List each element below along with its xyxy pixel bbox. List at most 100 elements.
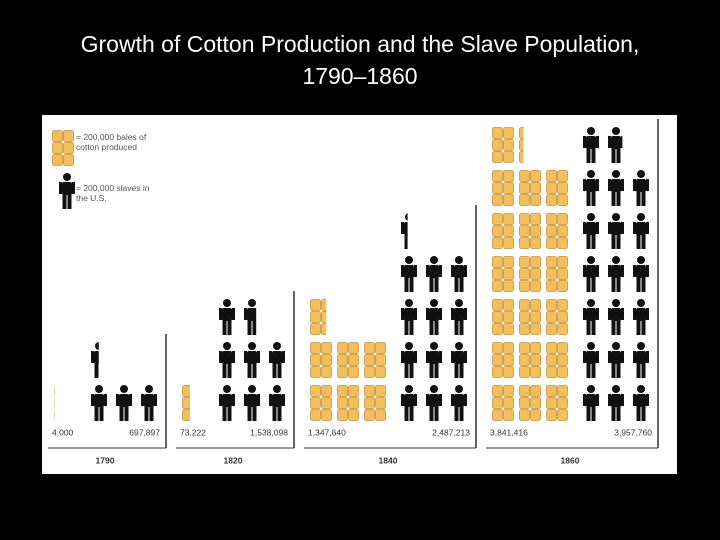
bale-icon	[492, 213, 514, 249]
person-icon	[583, 385, 599, 421]
person-stack	[91, 342, 157, 421]
legend-label: = 200,000 slaves in the U.S.	[76, 183, 150, 203]
bale-icon	[310, 299, 327, 335]
bale-icon	[364, 385, 386, 421]
bale-icon	[519, 385, 541, 421]
person-icon	[633, 299, 649, 335]
value-label: 1,538,098	[250, 427, 288, 437]
person-icon	[608, 299, 624, 335]
person-icon	[583, 299, 599, 335]
person-icon	[451, 342, 467, 378]
bale-icon	[310, 342, 332, 378]
person-icon	[608, 127, 623, 163]
person-icon	[401, 256, 417, 292]
value-label: 2,487,213	[432, 427, 470, 437]
person-icon	[244, 299, 257, 335]
bale-icon	[519, 170, 541, 206]
value-label: 3,841,416	[490, 427, 528, 437]
bale-icon	[364, 342, 386, 378]
bale-stack	[182, 385, 191, 421]
person-icon	[633, 256, 649, 292]
x-tick-label: 1790	[96, 455, 115, 465]
bale-icon	[519, 256, 541, 292]
bale-icon	[519, 299, 541, 335]
person-icon	[633, 170, 649, 206]
person-icon	[633, 342, 649, 378]
person-stack	[401, 213, 467, 421]
person-icon	[608, 385, 624, 421]
person-icon	[219, 299, 235, 335]
person-icon	[451, 256, 467, 292]
person-icon	[583, 342, 599, 378]
person-icon	[401, 213, 408, 249]
bale-icon	[337, 342, 359, 378]
bale-icon	[519, 127, 524, 163]
person-stack	[219, 299, 285, 421]
person-icon	[633, 213, 649, 249]
bale-icon	[52, 130, 74, 166]
bale-icon	[492, 299, 514, 335]
bale-icon	[310, 385, 332, 421]
x-tick-label: 1840	[379, 455, 398, 465]
value-label: 697,897	[129, 427, 160, 437]
person-icon	[219, 385, 235, 421]
person-icon	[401, 299, 417, 335]
bale-icon	[519, 213, 541, 249]
value-label: 4,000	[52, 427, 74, 437]
person-icon	[608, 213, 624, 249]
slide-title: Growth of Cotton Production and the Slav…	[80, 31, 640, 89]
value-label: 73,222	[180, 427, 206, 437]
person-icon	[141, 385, 157, 421]
bale-icon	[492, 127, 514, 163]
bale-icon	[337, 385, 359, 421]
person-icon	[401, 385, 417, 421]
legend-label: = 200,000 bales of cotton produced	[76, 132, 147, 152]
value-label: 3,957,760	[614, 427, 652, 437]
bale-stack	[492, 127, 568, 421]
person-icon	[608, 342, 624, 378]
person-icon	[269, 342, 285, 378]
person-icon	[608, 256, 624, 292]
bale-icon	[519, 342, 541, 378]
bale-icon	[492, 342, 514, 378]
bale-stack	[54, 386, 55, 420]
person-icon	[91, 385, 107, 421]
bale-icon	[182, 385, 191, 421]
person-icon	[583, 170, 599, 206]
bale-icon	[546, 385, 568, 421]
person-icon	[608, 170, 624, 206]
person-icon	[426, 385, 442, 421]
bale-icon	[492, 256, 514, 292]
person-icon	[116, 385, 132, 421]
bale-icon	[546, 299, 568, 335]
person-icon	[91, 342, 99, 378]
legend	[52, 130, 75, 209]
person-icon	[244, 385, 260, 421]
person-icon	[244, 342, 260, 378]
person-icon	[426, 256, 442, 292]
person-icon	[451, 385, 467, 421]
person-icon	[583, 256, 599, 292]
person-icon	[219, 342, 235, 378]
bale-icon	[546, 170, 568, 206]
bale-icon	[546, 256, 568, 292]
x-tick-label: 1860	[561, 455, 580, 465]
chart-panel: = 200,000 bales of cotton produced = 200…	[42, 115, 677, 474]
person-icon	[426, 342, 442, 378]
value-label: 1,347,640	[308, 427, 346, 437]
person-icon	[401, 342, 417, 378]
x-tick-label: 1820	[224, 455, 243, 465]
person-icon	[269, 385, 285, 421]
bale-icon	[492, 170, 514, 206]
person-icon	[451, 299, 467, 335]
bale-icon	[54, 386, 55, 420]
bale-icon	[546, 213, 568, 249]
person-icon	[633, 385, 649, 421]
chart: 4,000 697,897 1790 73,222 1,538,098 1820 1,347…	[48, 119, 659, 465]
person-icon	[583, 127, 599, 163]
bale-icon	[546, 342, 568, 378]
person-icon	[426, 299, 442, 335]
person-icon	[583, 213, 599, 249]
bale-stack	[310, 299, 386, 421]
